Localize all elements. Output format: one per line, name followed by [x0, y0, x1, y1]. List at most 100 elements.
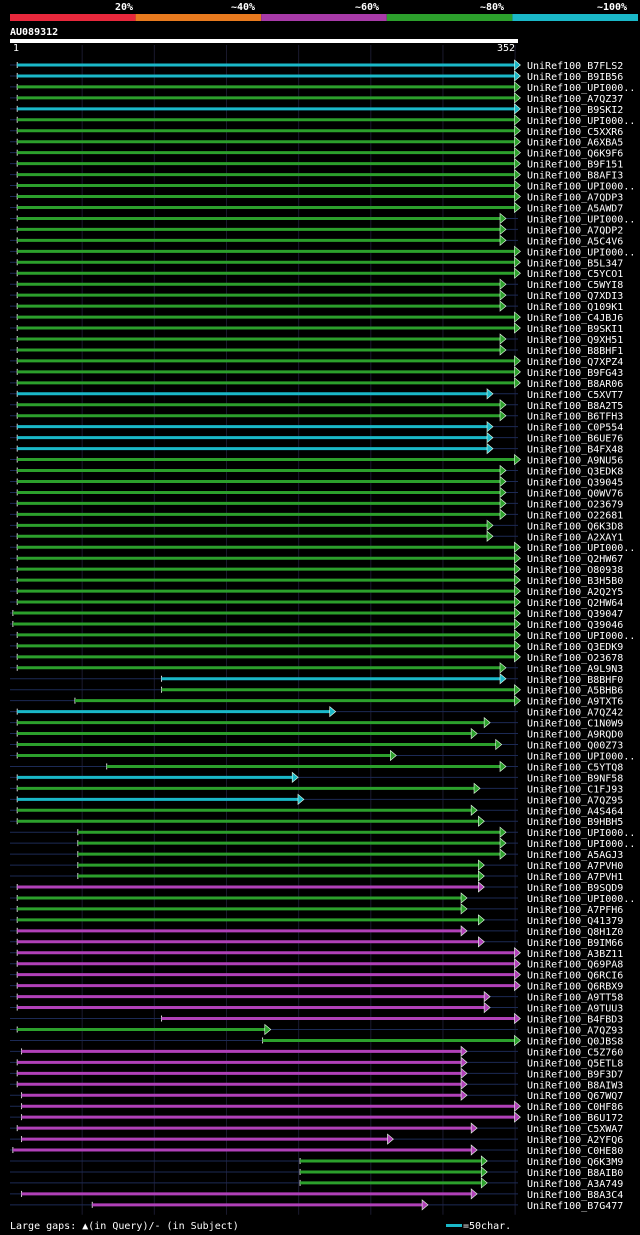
hit-label[interactable]: UniRef100_B8AR06 [527, 379, 623, 390]
hit-label[interactable]: UniRef100_B9NF58 [527, 773, 623, 784]
hit-label[interactable]: UniRef100_C5YTQ8 [527, 762, 623, 773]
hit-row[interactable]: UniRef100_C5WYI8 [10, 278, 623, 291]
hit-label[interactable]: UniRef100_C5WYI8 [527, 280, 623, 291]
hit-label[interactable]: UniRef100_A9TT58 [527, 993, 623, 1004]
hit-label[interactable]: UniRef100_A3A749 [527, 1179, 623, 1190]
hit-row[interactable]: UniRef100_A9TT58 [10, 990, 623, 1004]
hit-label[interactable]: UniRef100_O22681 [527, 510, 623, 521]
hit-label[interactable]: UniRef100_B8AFI3 [527, 171, 623, 182]
hit-label[interactable]: UniRef100_A9TXT6 [527, 697, 623, 708]
hit-label[interactable]: UniRef100_B6U172 [527, 1113, 623, 1124]
hit-label[interactable]: UniRef100_Q3EDK8 [527, 467, 623, 478]
hit-label[interactable]: UniRef100_A7QDP3 [527, 193, 623, 204]
hit-row[interactable]: UniRef100_B9F151 [10, 157, 623, 171]
hit-row[interactable]: UniRef100_A9L9N3 [10, 662, 623, 675]
hit-row[interactable]: UniRef100_C5YCO1 [10, 267, 623, 280]
hit-row[interactable]: UniRef100_A5BHB6 [10, 684, 623, 697]
hit-label[interactable]: UniRef100_A7QDP2 [527, 225, 623, 236]
hit-row[interactable]: UniRef100_UPI000.. [10, 541, 635, 554]
hit-row[interactable]: UniRef100_B8A2T5 [10, 399, 623, 412]
hit-row[interactable]: UniRef100_B8AIW3 [10, 1078, 623, 1091]
hit-label[interactable]: UniRef100_B4FX48 [527, 445, 623, 456]
hit-row[interactable]: UniRef100_B7FLS2 [10, 59, 623, 72]
hit-row[interactable]: UniRef100_UPI000.. [10, 114, 635, 127]
hit-row[interactable]: UniRef100_A3A749 [10, 1177, 623, 1190]
hit-row[interactable]: UniRef100_B9SQD9 [10, 881, 623, 894]
hit-label[interactable]: UniRef100_A9NU56 [527, 456, 623, 467]
hit-label[interactable]: UniRef100_C0HF86 [527, 1102, 623, 1113]
hit-row[interactable]: UniRef100_UPI000.. [10, 179, 635, 193]
hit-label[interactable]: UniRef100_B7G477 [527, 1201, 623, 1212]
hit-row[interactable]: UniRef100_A9TXT6 [10, 695, 623, 708]
hit-row[interactable]: UniRef100_C0HF86 [10, 1100, 623, 1113]
hit-label[interactable]: UniRef100_UPI000.. [527, 631, 635, 642]
hit-label[interactable]: UniRef100_A2YFQ6 [527, 1135, 623, 1146]
hit-label[interactable]: UniRef100_Q0JBS8 [527, 1036, 623, 1047]
hit-label[interactable]: UniRef100_Q2HW64 [527, 598, 623, 609]
hit-row[interactable]: UniRef100_C5Z760 [10, 1045, 623, 1058]
hit-row[interactable]: UniRef100_UPI000.. [10, 749, 635, 762]
hit-row[interactable]: UniRef100_B5L347 [10, 256, 623, 269]
hit-label[interactable]: UniRef100_B9IB56 [527, 72, 623, 83]
hit-label[interactable]: UniRef100_C1FJ93 [527, 784, 623, 795]
hit-row[interactable]: UniRef100_B9IM66 [10, 936, 623, 949]
hit-row[interactable]: UniRef100_A2YFQ6 [10, 1133, 623, 1146]
hit-label[interactable]: UniRef100_A5AGJ3 [527, 850, 623, 861]
hit-label[interactable]: UniRef100_Q109K1 [527, 302, 623, 313]
hit-label[interactable]: UniRef100_B8AIW3 [527, 1080, 623, 1091]
hit-row[interactable]: UniRef100_A6XBA5 [10, 136, 623, 149]
hit-row[interactable]: UniRef100_A7QDP3 [10, 190, 623, 204]
hit-label[interactable]: UniRef100_O80938 [527, 565, 623, 576]
hit-row[interactable]: UniRef100_Q0JBS8 [10, 1034, 623, 1047]
hit-label[interactable]: UniRef100_UPI000.. [527, 214, 635, 225]
hit-label[interactable]: UniRef100_B9F3D7 [527, 1069, 623, 1080]
hit-row[interactable]: UniRef100_Q6K3D8 [10, 519, 623, 532]
hit-label[interactable]: UniRef100_C0HE80 [527, 1146, 623, 1157]
hit-row[interactable]: UniRef100_UPI000.. [10, 81, 635, 94]
hit-row[interactable]: UniRef100_UPI000.. [10, 245, 635, 258]
hit-row[interactable]: UniRef100_O23678 [10, 651, 623, 664]
hit-label[interactable]: UniRef100_B9FG43 [527, 368, 623, 379]
hit-row[interactable]: UniRef100_B9HBH5 [10, 815, 623, 828]
hit-row[interactable]: UniRef100_A7QDP2 [10, 223, 623, 236]
hit-row[interactable]: UniRef100_B8AIB0 [10, 1166, 623, 1179]
hit-label[interactable]: UniRef100_C5Z760 [527, 1047, 623, 1058]
hit-label[interactable]: UniRef100_UPI000.. [527, 247, 635, 258]
hit-label[interactable]: UniRef100_O23679 [527, 499, 623, 510]
hit-row[interactable]: UniRef100_B9NF58 [10, 771, 623, 784]
hit-row[interactable]: UniRef100_C1N0W9 [10, 716, 623, 730]
hit-row[interactable]: UniRef100_A9RQD0 [10, 727, 623, 741]
hit-row[interactable]: UniRef100_A3BZ11 [10, 947, 623, 960]
hit-row[interactable]: UniRef100_Q39046 [10, 618, 623, 631]
hit-row[interactable]: UniRef100_Q5ETL8 [10, 1056, 623, 1069]
hit-label[interactable]: UniRef100_A5BHB6 [527, 686, 623, 697]
hit-label[interactable]: UniRef100_UPI000.. [527, 116, 635, 127]
hit-row[interactable]: UniRef100_Q109K1 [10, 300, 623, 313]
hit-row[interactable]: UniRef100_Q00Z73 [10, 738, 623, 752]
hit-label[interactable]: UniRef100_O23678 [527, 653, 623, 664]
hit-row[interactable]: UniRef100_B8AFI3 [10, 168, 623, 182]
hit-row[interactable]: UniRef100_B6UE76 [10, 431, 623, 445]
hit-label[interactable]: UniRef100_Q6K9F6 [527, 149, 623, 160]
hit-label[interactable]: UniRef100_Q6RCI6 [527, 971, 623, 982]
hit-row[interactable]: UniRef100_B8AR06 [10, 377, 623, 390]
hit-row[interactable]: UniRef100_Q69PA8 [10, 958, 623, 971]
hit-label[interactable]: UniRef100_Q7XDI3 [527, 291, 623, 302]
hit-label[interactable]: UniRef100_A3BZ11 [527, 949, 623, 960]
hit-label[interactable]: UniRef100_Q8H1Z0 [527, 927, 623, 938]
hit-row[interactable]: UniRef100_Q6RBX9 [10, 979, 623, 993]
hit-label[interactable]: UniRef100_Q0WV76 [527, 488, 623, 499]
hit-row[interactable]: UniRef100_Q6K3M9 [10, 1155, 623, 1168]
hit-row[interactable]: UniRef100_B4FX48 [10, 442, 623, 456]
hit-label[interactable]: UniRef100_A9RQD0 [527, 730, 623, 741]
hit-label[interactable]: UniRef100_B9HBH5 [527, 817, 623, 828]
hit-row[interactable]: UniRef100_B9FG43 [10, 366, 623, 379]
hit-label[interactable]: UniRef100_C5XVT7 [527, 390, 623, 401]
hit-row[interactable]: UniRef100_A9NU56 [10, 453, 623, 467]
hit-label[interactable]: UniRef100_Q6K3M9 [527, 1157, 623, 1168]
hit-label[interactable]: UniRef100_Q6RBX9 [527, 982, 623, 993]
hit-label[interactable]: UniRef100_Q9XH51 [527, 335, 623, 346]
hit-label[interactable]: UniRef100_A2XAY1 [527, 532, 623, 543]
hit-label[interactable]: UniRef100_Q39047 [527, 609, 623, 620]
hit-row[interactable]: UniRef100_C5XXR6 [10, 125, 623, 138]
